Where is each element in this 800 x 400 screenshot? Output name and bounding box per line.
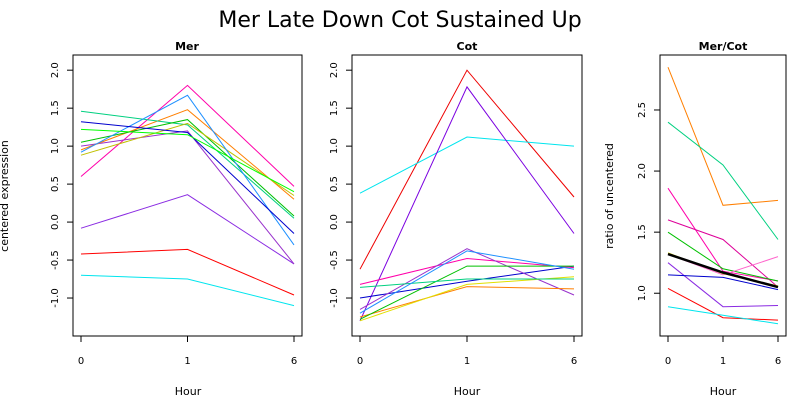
series-line-3 bbox=[359, 265, 575, 299]
panel-cot-plot bbox=[359, 69, 575, 322]
panel-mer-title: Mer bbox=[175, 40, 199, 53]
y-tick-label: 1.0 bbox=[50, 138, 61, 154]
series-line-11 bbox=[80, 128, 295, 193]
series-line-3 bbox=[80, 84, 295, 187]
series-line-8 bbox=[359, 265, 574, 320]
y-tick-label: -0.5 bbox=[329, 250, 340, 270]
x-tick-label: 1 bbox=[184, 356, 190, 367]
y-tick-label: -0.5 bbox=[50, 250, 61, 270]
y-tick-label: 1.0 bbox=[637, 285, 648, 301]
series-line-6 bbox=[667, 306, 779, 325]
series-line-7 bbox=[80, 119, 295, 217]
panel-ratio-axes: 0 1 6 1.0 1.5 2.0 2.5 bbox=[637, 102, 781, 367]
panel-cot-title: Cot bbox=[457, 40, 478, 53]
x-tick-label: 0 bbox=[357, 356, 363, 367]
x-tick-label: 6 bbox=[775, 356, 781, 367]
series-line-5 bbox=[80, 109, 295, 200]
series-line-0 bbox=[359, 69, 575, 270]
series-line-9 bbox=[80, 94, 295, 246]
series-line-2 bbox=[80, 194, 295, 265]
y-tick-label: 2.5 bbox=[637, 102, 648, 118]
x-tick-label: 1 bbox=[464, 356, 470, 367]
figure-title: Mer Late Down Cot Sustained Up bbox=[218, 8, 581, 33]
panel-cot-xlabel: Hour bbox=[454, 385, 481, 398]
y-tick-label: 1.5 bbox=[637, 224, 648, 240]
panel-ratio-title: Mer/Cot bbox=[699, 40, 748, 53]
series-line-5 bbox=[667, 287, 779, 321]
y-tick-label: 1.0 bbox=[329, 138, 340, 154]
series-line-6 bbox=[80, 110, 295, 219]
y-tick-label: 0.0 bbox=[329, 214, 340, 230]
x-tick-label: 1 bbox=[720, 356, 726, 367]
panel-mer-ylabel: centered expression bbox=[0, 140, 11, 252]
series-line-8 bbox=[667, 274, 779, 291]
series-line-3 bbox=[667, 219, 779, 288]
x-tick-label: 0 bbox=[78, 356, 84, 367]
panel-cot-axes: 0 1 6 -1.0 -0.5 0.0 0.5 1.0 1.5 2.0 bbox=[329, 62, 577, 367]
y-tick-label: 2.0 bbox=[329, 62, 340, 78]
panel-cot: Cot Hour 0 1 6 -1.0 -0.5 0.0 0.5 1.0 1.5 2.0 bbox=[329, 40, 583, 398]
series-line-0 bbox=[80, 248, 295, 296]
series-line-9 bbox=[359, 278, 574, 288]
y-tick-label: -1.0 bbox=[50, 288, 61, 308]
y-tick-label: 0.5 bbox=[50, 176, 61, 192]
series-line-1 bbox=[80, 274, 295, 307]
y-tick-label: 1.5 bbox=[329, 100, 340, 116]
series-line-1 bbox=[667, 121, 779, 240]
y-tick-label: 0.5 bbox=[329, 176, 340, 192]
series-line-4 bbox=[359, 257, 575, 285]
series-line-4 bbox=[80, 130, 295, 265]
y-tick-label: 1.5 bbox=[50, 100, 61, 116]
series-line-7 bbox=[359, 276, 575, 322]
series-line-11 bbox=[667, 252, 779, 289]
series-line-2 bbox=[359, 85, 575, 322]
series-line-1 bbox=[359, 136, 575, 194]
series-line-10 bbox=[80, 121, 295, 234]
series-line-7 bbox=[667, 262, 779, 308]
series-line-10 bbox=[359, 250, 575, 314]
panel-mer-xlabel: Hour bbox=[175, 385, 202, 398]
series-line-0 bbox=[667, 67, 779, 206]
x-tick-label: 6 bbox=[571, 356, 577, 367]
series-line-10 bbox=[667, 252, 779, 287]
panel-ratio-plot bbox=[667, 67, 779, 325]
panel-mer-plot bbox=[80, 84, 295, 307]
panel-ratio-ylabel: ratio of uncentered bbox=[603, 143, 616, 249]
y-tick-label: 2.0 bbox=[637, 163, 648, 179]
series-line-6 bbox=[359, 286, 575, 318]
y-tick-label: 2.0 bbox=[50, 62, 61, 78]
series-line-4 bbox=[667, 231, 779, 282]
panel-mer: Mer Hour centered expression 0 1 6 -1.0 -0.5… bbox=[0, 40, 303, 398]
y-tick-label: -1.0 bbox=[329, 288, 340, 308]
y-tick-label: 0.0 bbox=[50, 214, 61, 230]
panel-ratio: Mer/Cot Hour ratio of uncentered 0 1 6 1.0 1… bbox=[603, 40, 787, 398]
x-tick-label: 0 bbox=[665, 356, 671, 367]
panel-ratio-xlabel: Hour bbox=[710, 385, 737, 398]
x-tick-label: 6 bbox=[291, 356, 297, 367]
panel-mer-axes: 0 1 6 -1.0 -0.5 0.0 0.5 1.0 1.5 2.0 bbox=[50, 62, 297, 367]
series-line-8 bbox=[80, 122, 295, 196]
